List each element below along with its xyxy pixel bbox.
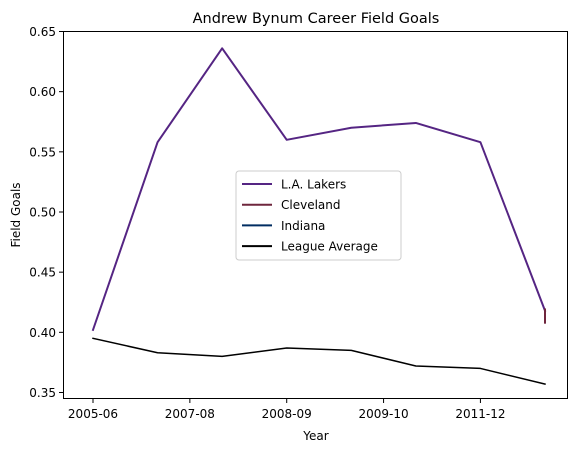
series-line-league-average <box>92 337 546 385</box>
y-tick-label: 0.55 <box>29 145 56 159</box>
plot-area <box>63 31 568 399</box>
series-layer <box>91 47 547 385</box>
legend: L.A. Lakers Cleveland Indiana League Averag… <box>235 170 402 261</box>
legend-label-l-a-lakers: L.A. Lakers <box>281 178 346 192</box>
chart-title: Andrew Bynum Career Field Goals <box>193 11 440 27</box>
legend-label-league-average: League Average <box>281 240 378 254</box>
y-axis: 0.35 0.40 0.45 0.50 0.55 0.60 0.65 <box>29 25 64 400</box>
y-tick-label: 0.40 <box>29 326 56 340</box>
y-tick-label: 0.45 <box>29 266 56 280</box>
x-axis: 2005-06 2007-08 2008-09 2009-10 2011-12 <box>68 398 505 421</box>
x-axis-label: Year <box>302 429 328 443</box>
x-tick-label: 2008-09 <box>262 407 312 421</box>
y-tick-label: 0.50 <box>29 205 56 219</box>
x-tick-label: 2007-08 <box>165 407 215 421</box>
y-axis-label: Field Goals <box>9 182 23 247</box>
y-tick-label: 0.60 <box>29 85 56 99</box>
y-tick-label: 0.35 <box>29 386 56 400</box>
legend-label-cleveland: Cleveland <box>281 198 341 212</box>
series-line-l-a-lakers <box>91 47 547 332</box>
x-tick-label: 2011-12 <box>455 407 505 421</box>
legend-label-indiana: Indiana <box>281 219 325 233</box>
x-tick-label: 2005-06 <box>68 407 118 421</box>
y-tick-label: 0.65 <box>29 25 56 39</box>
legend-frame <box>235 170 402 261</box>
x-tick-label: 2009-10 <box>358 407 408 421</box>
